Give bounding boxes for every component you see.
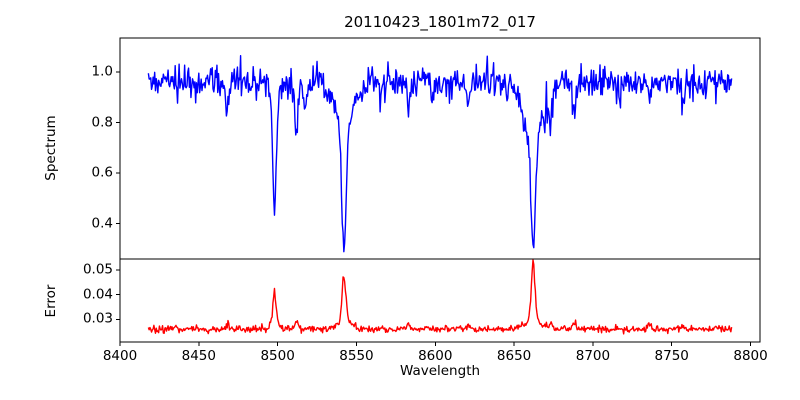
chart-title: 20110423_1801m72_017 [344, 13, 536, 31]
x-tick-label: 8750 [654, 348, 689, 364]
x-tick-label: 8550 [339, 348, 374, 364]
spectrum-y-tick-label: 0.4 [91, 215, 113, 232]
spectrum-axes-ticks [116, 71, 120, 225]
y-axis-label-spectrum: Spectrum [43, 115, 59, 181]
error-y-tick-label: 0.05 [82, 261, 113, 278]
spectrum-y-tick-label: 0.8 [91, 114, 113, 131]
spectrum-line [147, 55, 733, 253]
spectrum-y-tick-label: 0.6 [91, 164, 113, 181]
error-axes-ticks [116, 269, 751, 346]
error-y-tick-label: 0.03 [82, 310, 113, 327]
x-tick-label: 8650 [496, 348, 532, 364]
x-tick-label: 8450 [181, 348, 216, 364]
spectrum-y-tick-label: 1.0 [91, 63, 113, 80]
error-y-tick-label: 0.04 [82, 286, 113, 303]
x-tick-label: 8700 [575, 348, 611, 364]
x-tick-label: 8400 [102, 348, 138, 364]
x-tick-label: 8600 [418, 348, 453, 364]
error-axes-frame [119, 258, 761, 343]
y-axis-label-error: Error [43, 284, 59, 318]
x-axis-label-wavelength: Wavelength [399, 363, 481, 379]
x-tick-label: 8800 [733, 348, 768, 364]
error-line [147, 259, 733, 335]
x-tick-label: 8500 [260, 348, 295, 364]
